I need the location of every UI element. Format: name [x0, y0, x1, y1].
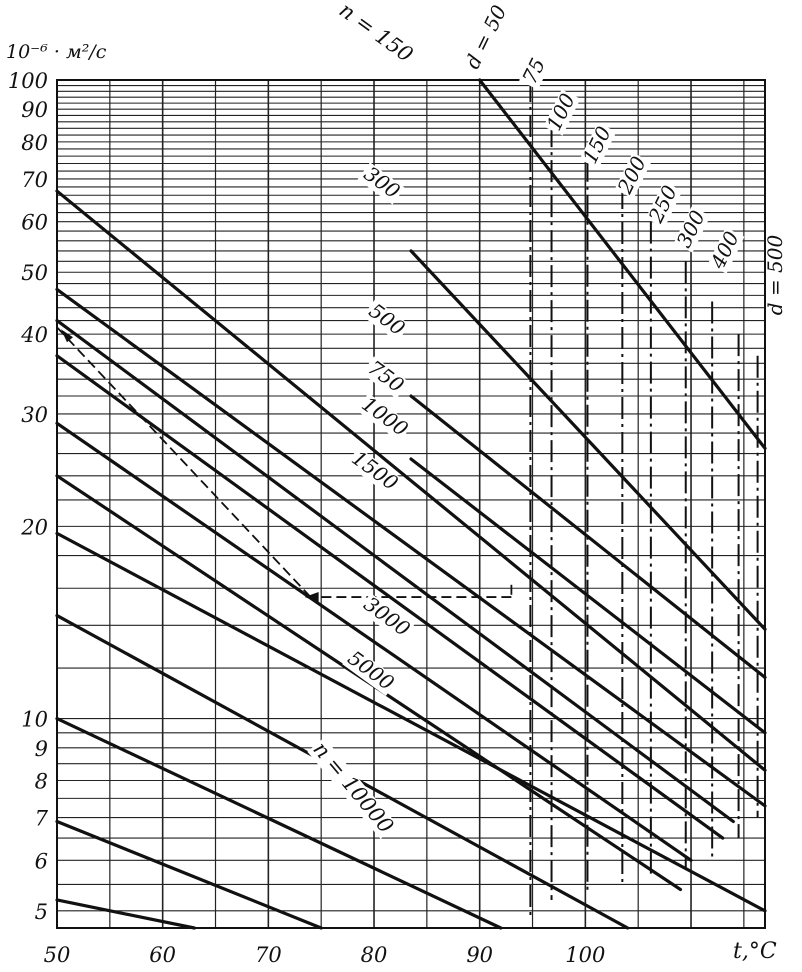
- label-bg: [356, 393, 413, 442]
- diameter-label: 75: [517, 54, 550, 87]
- speed-line-10: [55, 531, 767, 913]
- y-tick-label: 9: [35, 737, 48, 761]
- y-tick-label: 7: [35, 807, 49, 831]
- speed-label-group: n = 150: [332, 0, 419, 69]
- y-tick-label: 80: [21, 131, 48, 155]
- label-bg: [332, 0, 419, 69]
- speed-label-group: 3000: [358, 592, 415, 642]
- label-bg: [519, 53, 552, 90]
- x-tick-label: 70: [255, 943, 282, 967]
- diameter-label: d = 50: [460, 1, 511, 73]
- y-tick-label: 100: [8, 69, 48, 93]
- label-bg: [307, 737, 398, 840]
- label-bg: [645, 181, 683, 228]
- label-bg: [362, 299, 410, 342]
- speed-label: n = 10000: [308, 737, 398, 838]
- speed-label-group: 500: [362, 298, 410, 342]
- tick-labels: 50 60 70 80 90 100 100 90 80 70 60 50 40 30 20 10 9 8 7 6 5: [8, 69, 605, 967]
- label-bg: [461, 0, 513, 76]
- label-bg: [766, 232, 787, 318]
- speed-line-8: [55, 421, 693, 862]
- plot-frame: [56, 79, 766, 929]
- label-bg: [358, 593, 415, 642]
- speed-label-group: 750: [361, 355, 409, 399]
- diameter-label-group: d = 50: [460, 0, 513, 76]
- x-tick-label: 90: [466, 943, 493, 967]
- grid: [56, 79, 766, 929]
- x-tick-label: 80: [361, 943, 388, 967]
- label-bg: [357, 162, 405, 205]
- speed-line-12: [55, 717, 503, 930]
- example-path-segment: [56, 326, 312, 598]
- speed-line-1: [409, 249, 767, 631]
- label-bg: [543, 89, 581, 136]
- speed-line-14: [55, 898, 196, 930]
- diameter-label-group: 200: [612, 152, 652, 199]
- speed-label-group: 300: [357, 161, 405, 205]
- diameter-label-group: d = 500: [763, 232, 787, 318]
- x-tick-label: 100: [565, 943, 605, 967]
- speed-line-4: [55, 189, 767, 772]
- y-tick-label: 5: [35, 900, 48, 924]
- y-tick-label: 70: [21, 168, 48, 192]
- y-axis-unit-label: 10⁻⁶ · м²/с: [6, 41, 107, 63]
- speed-label: n = 150: [335, 0, 418, 67]
- y-tick-label: 50: [21, 261, 48, 285]
- label-bg: [346, 447, 403, 496]
- y-tick-label: 60: [21, 211, 48, 235]
- speed-line-13: [55, 819, 323, 930]
- x-tick-label: 60: [149, 943, 176, 967]
- label-bg: [579, 122, 617, 169]
- speed-line-0: [478, 78, 767, 450]
- speed-label-group: 1000: [356, 392, 413, 442]
- label-bg: [361, 356, 409, 399]
- diameter-label: d = 500: [763, 235, 787, 316]
- speed-line-2: [409, 394, 767, 680]
- x-tick-label: 50: [44, 943, 71, 967]
- label-bg: [614, 152, 652, 199]
- y-tick-label: 6: [35, 849, 48, 873]
- x-axis-unit-label: t,°C: [733, 939, 777, 964]
- speed-line-5: [55, 287, 767, 808]
- arrow-icon: [304, 592, 319, 603]
- diameter-label-group: 400: [705, 227, 745, 274]
- speed-line-6: [55, 318, 735, 824]
- y-tick-label: 30: [21, 403, 48, 427]
- speed-line-3: [409, 457, 767, 735]
- label-bg: [707, 227, 745, 274]
- example-path: [56, 326, 513, 603]
- label-bg: [673, 206, 711, 253]
- diameter-label-group: 75: [517, 53, 552, 90]
- label-bg: [342, 647, 399, 696]
- y-tick-label: 8: [35, 769, 48, 793]
- y-tick-label: 90: [21, 98, 48, 122]
- arrow-icon: [61, 329, 73, 343]
- y-tick-label: 10: [21, 708, 48, 732]
- y-tick-label: 40: [20, 323, 48, 347]
- y-tick-label: 20: [20, 515, 48, 539]
